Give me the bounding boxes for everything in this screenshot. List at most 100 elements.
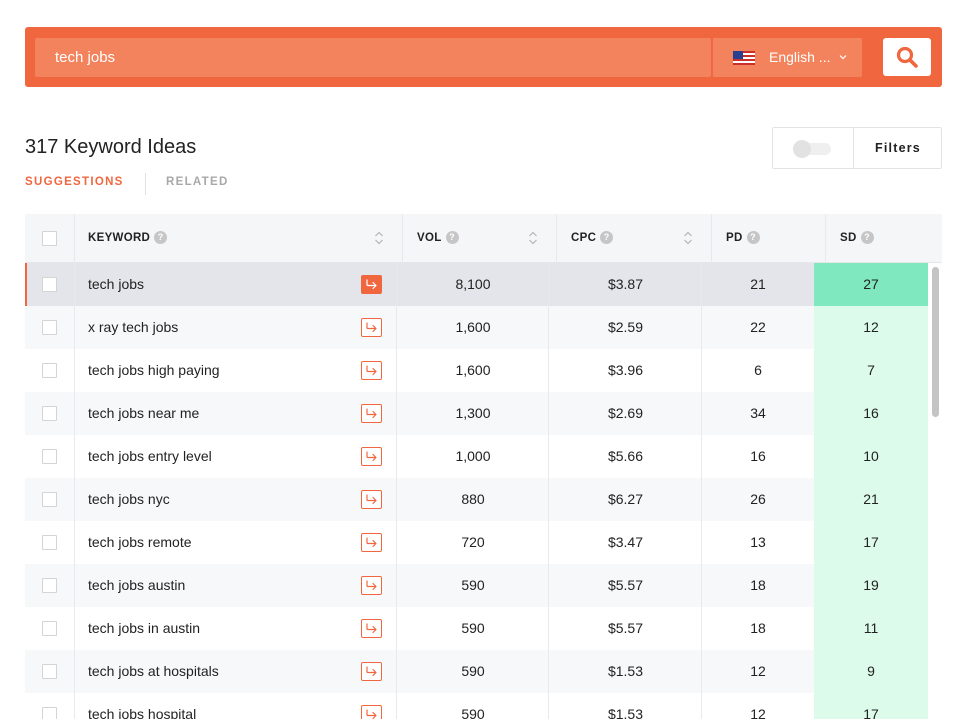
tab-suggestions[interactable]: SUGGESTIONS	[25, 176, 124, 188]
help-icon[interactable]: ?	[860, 231, 874, 244]
row-checkbox[interactable]	[42, 578, 57, 593]
table-row[interactable]: tech jobs entry level 1,000 $5.66 16 10	[25, 435, 928, 478]
open-keyword-button[interactable]	[361, 447, 382, 466]
open-keyword-button[interactable]	[361, 404, 382, 423]
column-keyword[interactable]: KEYWORD?	[88, 214, 168, 263]
column-cpc-label: CPC	[571, 232, 597, 244]
cell-divider	[701, 521, 702, 564]
row-checkbox[interactable]	[42, 707, 57, 719]
column-sd[interactable]: SD?	[840, 214, 874, 263]
cell-divider	[548, 435, 549, 478]
cell-divider	[548, 693, 549, 719]
arrow-return-icon	[366, 666, 377, 677]
cell-divider	[548, 564, 549, 607]
keyword-cell[interactable]: tech jobs at hospitals	[88, 663, 219, 679]
open-keyword-button[interactable]	[361, 533, 382, 552]
open-keyword-button[interactable]	[361, 490, 382, 509]
select-all-checkbox[interactable]	[42, 231, 57, 246]
search-button[interactable]	[883, 38, 931, 76]
row-checkbox[interactable]	[42, 535, 57, 550]
cell-divider	[701, 607, 702, 650]
keyword-cell[interactable]: tech jobs hospital	[88, 706, 197, 719]
row-checkbox[interactable]	[42, 492, 57, 507]
table-row[interactable]: tech jobs austin 590 $5.57 18 19	[25, 564, 928, 607]
keyword-cell[interactable]: tech jobs in austin	[88, 620, 201, 636]
search-input[interactable]: tech jobs	[35, 38, 711, 77]
row-checkbox[interactable]	[42, 320, 57, 335]
column-keyword-label: KEYWORD	[88, 232, 151, 244]
pd-cell: 18	[750, 620, 766, 636]
sort-icon[interactable]	[683, 229, 693, 247]
cell-divider	[396, 693, 397, 719]
arrow-return-icon	[366, 623, 377, 634]
keyword-cell[interactable]: tech jobs	[88, 276, 145, 292]
volume-cell: 590	[461, 620, 485, 636]
keyword-cell[interactable]: tech jobs remote	[88, 534, 192, 550]
keyword-cell[interactable]: tech jobs entry level	[88, 448, 212, 464]
column-vol-label: VOL	[417, 232, 442, 244]
column-cpc[interactable]: CPC?	[571, 214, 614, 263]
sort-icon[interactable]	[374, 229, 384, 247]
open-keyword-button[interactable]	[361, 275, 382, 294]
column-pd[interactable]: PD?	[726, 214, 760, 263]
table-row[interactable]: tech jobs 8,100 $3.87 21 27	[25, 263, 928, 306]
arrow-return-icon	[366, 408, 377, 419]
cpc-cell: $6.27	[607, 491, 644, 507]
sd-cell: 7	[814, 349, 928, 392]
open-keyword-button[interactable]	[361, 619, 382, 638]
sort-icon[interactable]	[528, 229, 538, 247]
row-checkbox[interactable]	[42, 664, 57, 679]
language-select[interactable]: English ...	[712, 38, 862, 77]
column-vol[interactable]: VOL?	[417, 214, 459, 263]
table-row[interactable]: tech jobs in austin 590 $5.57 18 11	[25, 607, 928, 650]
cpc-cell: $2.59	[607, 319, 644, 335]
chevron-down-icon	[839, 55, 847, 60]
keyword-cell[interactable]: tech jobs nyc	[88, 491, 170, 507]
table-row[interactable]: x ray tech jobs 1,600 $2.59 22 12	[25, 306, 928, 349]
table-row[interactable]: tech jobs remote 720 $3.47 13 17	[25, 521, 928, 564]
arrow-return-icon	[366, 451, 377, 462]
magnifier-icon	[896, 46, 918, 68]
help-icon[interactable]: ?	[600, 231, 614, 244]
open-keyword-button[interactable]	[361, 318, 382, 337]
help-icon[interactable]: ?	[746, 231, 760, 244]
row-checkbox[interactable]	[42, 406, 57, 421]
cell-divider	[74, 435, 75, 478]
volume-cell: 1,600	[455, 319, 491, 335]
keyword-cell[interactable]: tech jobs near me	[88, 405, 200, 421]
keyword-cell[interactable]: tech jobs austin	[88, 577, 186, 593]
keyword-cell[interactable]: x ray tech jobs	[88, 319, 179, 335]
table-row[interactable]: tech jobs at hospitals 590 $1.53 12 9	[25, 650, 928, 693]
cpc-cell: $3.47	[607, 534, 644, 550]
row-checkbox[interactable]	[42, 449, 57, 464]
scrollbar-thumb[interactable]	[932, 267, 939, 417]
help-icon[interactable]: ?	[445, 231, 459, 244]
open-keyword-button[interactable]	[361, 662, 382, 681]
cell-divider	[548, 478, 549, 521]
table-row[interactable]: tech jobs nyc 880 $6.27 26 21	[25, 478, 928, 521]
help-icon[interactable]: ?	[154, 231, 168, 244]
row-checkbox[interactable]	[42, 277, 57, 292]
open-keyword-button[interactable]	[361, 705, 382, 719]
arrow-return-icon	[366, 537, 377, 548]
row-checkbox[interactable]	[42, 363, 57, 378]
column-pd-label: PD	[726, 232, 743, 244]
scrollbar[interactable]	[928, 263, 942, 719]
table-row[interactable]: tech jobs hospital 590 $1.53 12 17	[25, 693, 928, 719]
tab-related[interactable]: RELATED	[166, 176, 229, 188]
open-keyword-button[interactable]	[361, 576, 382, 595]
filters-button[interactable]: Filters	[875, 141, 921, 155]
cell-divider	[396, 306, 397, 349]
cell-divider	[548, 650, 549, 693]
search-bar: tech jobs English ...	[25, 27, 942, 87]
row-checkbox[interactable]	[42, 621, 57, 636]
open-keyword-button[interactable]	[361, 361, 382, 380]
table-row[interactable]: tech jobs near me 1,300 $2.69 34 16	[25, 392, 928, 435]
keyword-cell[interactable]: tech jobs high paying	[88, 362, 220, 378]
cpc-cell: $1.53	[607, 706, 644, 719]
cell-divider	[74, 693, 75, 719]
cpc-cell: $3.87	[607, 276, 644, 292]
filter-toggle[interactable]	[793, 140, 835, 158]
pd-cell: 22	[750, 319, 766, 335]
table-row[interactable]: tech jobs high paying 1,600 $3.96 6 7	[25, 349, 928, 392]
